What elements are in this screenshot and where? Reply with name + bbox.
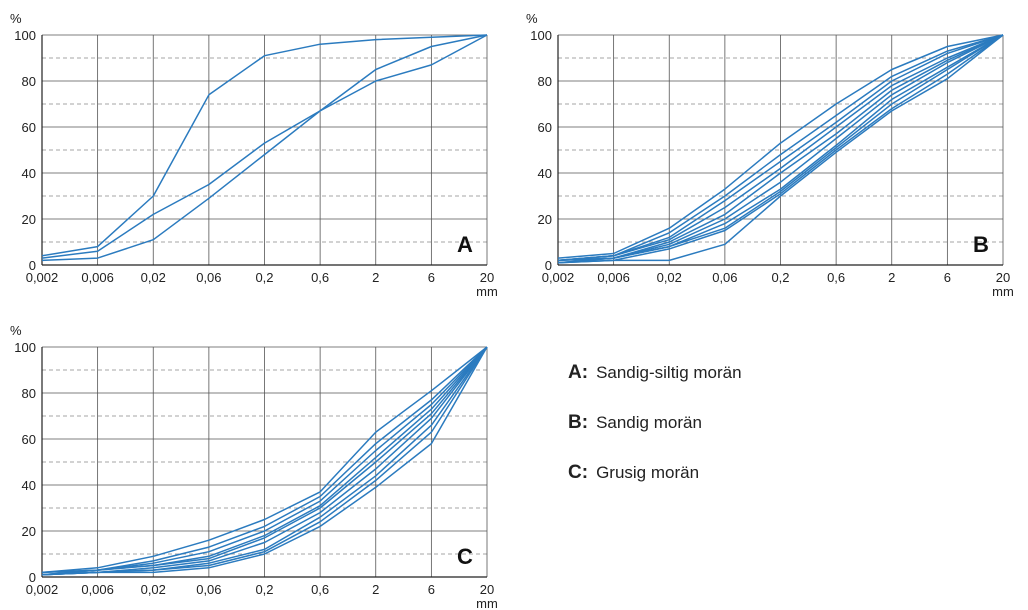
legend-text-c: Grusig morän [596,463,700,482]
legend-item-b: B: Sandig morän [568,412,702,434]
y-tick-label: 80 [538,74,552,89]
series-line-5 [41,346,488,576]
y-tick-label: 60 [22,120,36,135]
x-tick-label: 0,06 [196,270,221,285]
x-tick-label: 2 [888,270,895,285]
y-unit-label: % [10,323,22,338]
chart-panel-b: 0 20 40 60 80 100% 0,002 0,006 0,02 0,06 0,2 0,6 2 6 2… [526,11,1014,299]
series-line-1 [557,34,1004,259]
x-tick-label: 6 [428,582,435,597]
series-line-1 [41,34,488,257]
y-tick-label: 60 [538,120,552,135]
panel-letter: A [457,232,473,257]
series-line-2 [41,34,488,259]
series-line-9 [41,346,488,576]
y-tick-label: 20 [22,212,36,227]
x-tick-label: 0,006 [81,582,114,597]
y-unit-label: % [10,11,22,26]
panel-letter: C [457,544,473,569]
series-line-6 [41,346,488,576]
x-tick-label: 0,002 [26,582,59,597]
x-tick-label: 20 [996,270,1010,285]
y-tick-label: 100 [14,340,36,355]
x-tick-label: 20 [480,270,494,285]
panel-letter: B [973,232,989,257]
x-tick-label: 0,6 [311,582,329,597]
chart-panel-a: 0 20 40 60 80 100% 0,002 0,006 0,02 0,06 0,2 0,6 2 6 2… [10,11,498,299]
series-line-10 [557,34,1004,264]
x-unit-label: mm [476,284,498,299]
x-unit-label: mm [992,284,1014,299]
x-tick-label: 0,02 [141,270,166,285]
x-tick-label: 2 [372,270,379,285]
x-unit-label: mm [476,596,498,610]
series-line-8 [41,346,488,576]
x-tick-label: 0,02 [141,582,166,597]
legend-key-b: B: [568,412,589,433]
y-tick-label: 80 [22,386,36,401]
x-tick-label: 0,02 [657,270,682,285]
x-tick-label: 0,06 [712,270,737,285]
x-tick-label: 0,006 [597,270,630,285]
series-line-1 [41,346,488,574]
x-tick-label: 2 [372,582,379,597]
series-line-4 [557,34,1004,262]
y-tick-label: 40 [538,166,552,181]
x-tick-label: 0,2 [255,270,273,285]
x-tick-label: 6 [428,270,435,285]
y-unit-label: % [526,11,538,26]
legend-item-a: A: Sandig-siltig morän [568,362,742,384]
x-tick-label: 0,6 [827,270,845,285]
legend-item-c: C: Grusig morän [568,462,699,484]
y-tick-label: 20 [22,524,36,539]
y-tick-label: 100 [530,28,552,43]
series-line-3 [41,34,488,262]
y-tick-label: 0 [29,570,36,585]
series-line-6 [557,34,1004,262]
series-line-9 [557,34,1004,264]
legend-text-a: Sandig-siltig morän [596,363,742,382]
series-line-2 [41,346,488,574]
chart-panel-c: 0 20 40 60 80 100% 0,002 0,006 0,02 0,06 0,2 0,6 2 6 2… [10,323,498,610]
series-line-8 [557,34,1004,264]
x-tick-label: 0,06 [196,582,221,597]
y-tick-label: 100 [14,28,36,43]
y-tick-label: 40 [22,478,36,493]
x-tick-label: 0,002 [542,270,575,285]
x-tick-label: 0,002 [26,270,59,285]
y-tick-label: 40 [22,166,36,181]
x-tick-label: 0,006 [81,270,114,285]
legend-key-a: A: [568,362,589,383]
y-tick-label: 20 [538,212,552,227]
legend-text-b: Sandig morän [596,413,702,432]
x-tick-label: 0,2 [255,582,273,597]
x-tick-label: 6 [944,270,951,285]
y-tick-label: 80 [22,74,36,89]
series-line-3 [41,346,488,574]
legend-key-c: C: [568,462,589,483]
x-tick-label: 20 [480,582,494,597]
y-tick-label: 60 [22,432,36,447]
x-tick-label: 0,2 [771,270,789,285]
y-tick-label: 0 [545,258,552,273]
x-tick-label: 0,6 [311,270,329,285]
series-line-2 [557,34,1004,262]
y-tick-label: 0 [29,258,36,273]
